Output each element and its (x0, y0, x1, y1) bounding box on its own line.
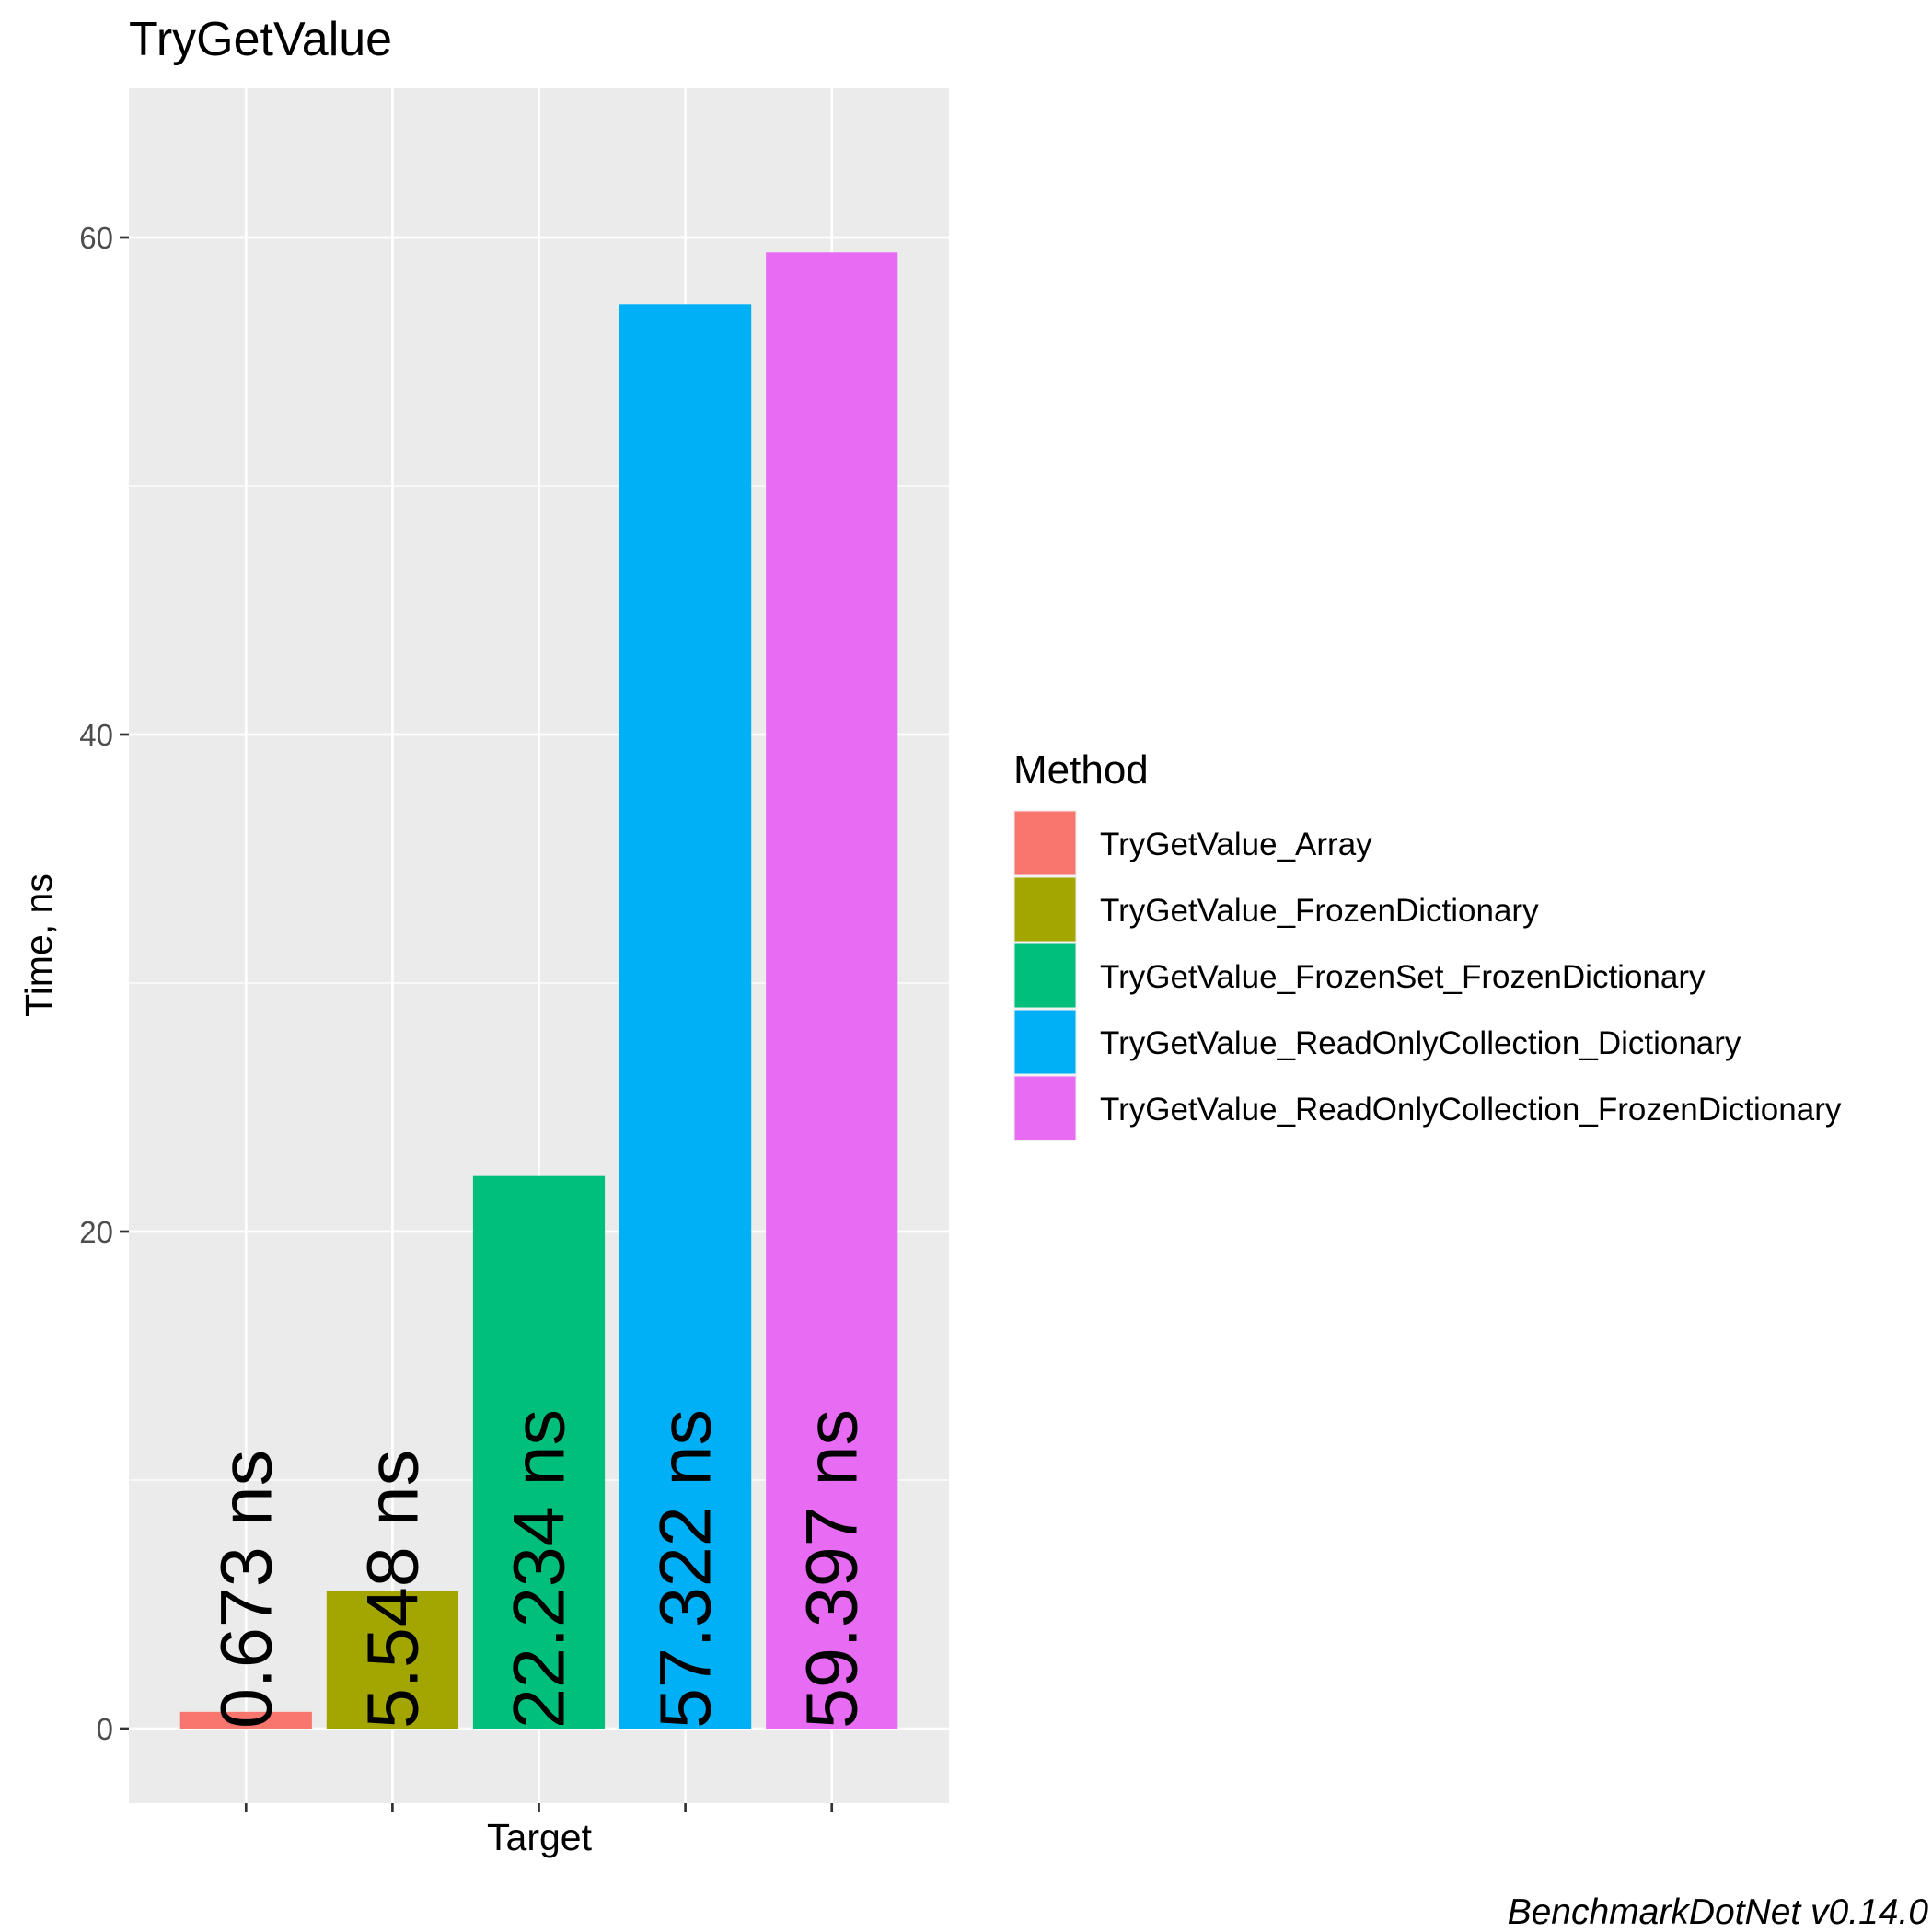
caption: BenchmarkDotNet v0.14.0 (1508, 1892, 1929, 1932)
legend-label: TryGetValue_ReadOnlyCollection_FrozenDic… (1100, 1092, 1842, 1128)
bar-TryGetValue_FrozenSet_FrozenDictionary (472, 1175, 606, 1729)
y-axis-title: Time, ns (17, 873, 60, 1017)
legend-label: TryGetValue_FrozenSet_FrozenDictionary (1100, 959, 1706, 995)
y-tick-label: 40 (79, 718, 113, 752)
bars (179, 252, 898, 1729)
bar-TryGetValue_FrozenDictionary (326, 1591, 458, 1729)
legend-title: Method (1013, 747, 1149, 792)
y-axis: 0 20 40 60 (79, 221, 129, 1746)
chart-title: TryGetValue (129, 13, 392, 66)
bar-value-label: 59.397 ns (791, 1409, 873, 1729)
bar-value-label: 22.234 ns (498, 1409, 580, 1729)
legend: TryGetValue_Array TryGetValue_FrozenDicti… (1013, 810, 1842, 1141)
legend-swatch (1014, 877, 1076, 942)
legend-label: TryGetValue_ReadOnlyCollection_Dictionar… (1100, 1025, 1741, 1061)
x-axis-title: Target (487, 1816, 593, 1858)
bar-TryGetValue_Array (179, 1711, 312, 1729)
legend-swatch (1014, 1010, 1076, 1074)
y-tick-label: 0 (97, 1712, 113, 1746)
bar-value-label: 0.673 ns (204, 1450, 286, 1729)
legend-swatch (1014, 943, 1076, 1008)
bar-value-label: 5.548 ns (351, 1450, 433, 1729)
legend-label: TryGetValue_Array (1100, 827, 1372, 862)
bar-value-labels: 0.673 ns 5.548 ns 22.234 ns 57.322 ns 59.397… (204, 1409, 872, 1729)
bar-TryGetValue_ReadOnlyCollection_FrozenDictionary (766, 252, 898, 1729)
x-axis (244, 1803, 834, 1812)
y-tick-label: 60 (79, 221, 113, 255)
bar-value-label: 57.322 ns (644, 1409, 726, 1729)
y-tick-label: 20 (79, 1215, 113, 1249)
bar-TryGetValue_ReadOnlyCollection_Dictionary (619, 304, 752, 1729)
legend-swatch (1014, 811, 1076, 875)
legend-label: TryGetValue_FrozenDictionary (1100, 893, 1539, 929)
legend-swatch (1014, 1076, 1076, 1140)
